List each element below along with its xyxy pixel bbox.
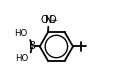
Text: +: + <box>50 18 56 24</box>
Text: N: N <box>45 15 52 25</box>
Text: HO: HO <box>15 54 28 63</box>
Text: HO: HO <box>14 29 28 38</box>
Text: O: O <box>40 15 48 25</box>
Text: B: B <box>29 42 36 51</box>
Text: -: - <box>55 18 58 24</box>
Text: O: O <box>49 15 57 25</box>
